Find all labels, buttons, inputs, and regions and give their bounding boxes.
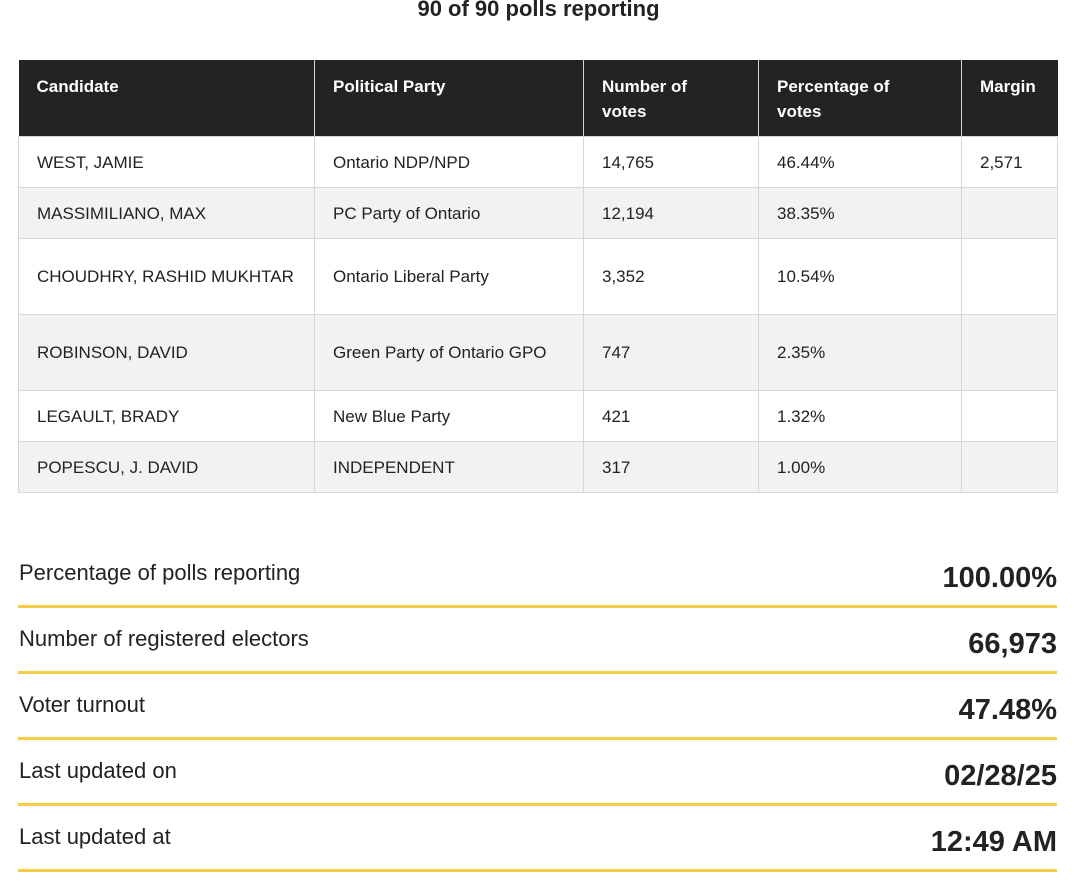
polls-reporting-heading: 90 of 90 polls reporting — [417, 0, 660, 21]
candidate-cell: ROBINSON, DAVID — [18, 314, 315, 391]
percentage-cell: 38.35% — [758, 187, 962, 239]
table-row: WEST, JAMIE Ontario NDP/NPD 14,765 46.44… — [18, 136, 1058, 188]
party-cell: Ontario NDP/NPD — [314, 136, 584, 188]
party-cell: New Blue Party — [314, 390, 584, 442]
column-header-candidate: Candidate — [18, 60, 315, 137]
column-header-margin-label: Margin — [980, 77, 1036, 96]
table-row: LEGAULT, BRADY New Blue Party 421 1.32% — [18, 390, 1058, 442]
column-header-percentage-label-line2: votes — [777, 102, 822, 121]
percentage-cell: 1.00% — [758, 441, 962, 493]
candidate-cell: LEGAULT, BRADY — [18, 390, 315, 442]
summary-value: 02/28/25 — [944, 760, 1057, 792]
column-header-party-label: Political Party — [333, 77, 446, 96]
votes-cell: 421 — [583, 390, 759, 442]
column-header-margin: Margin — [961, 60, 1058, 137]
votes-cell: 12,194 — [583, 187, 759, 239]
column-header-percentage-label-line1: Percentage of — [777, 77, 890, 96]
summary-label: Last updated at — [19, 824, 171, 849]
votes-cell: 14,765 — [583, 136, 759, 188]
party-cell: Ontario Liberal Party — [314, 238, 584, 315]
summary-row-registered-electors: Number of registered electors 66,973 — [18, 608, 1057, 674]
margin-cell — [961, 314, 1058, 391]
summary-value: 100.00% — [942, 562, 1058, 594]
column-header-votes-label-line1: Number of — [602, 77, 687, 96]
table-row: MASSIMILIANO, MAX PC Party of Ontario 12… — [18, 187, 1058, 239]
table-row: POPESCU, J. DAVID INDEPENDENT 317 1.00% — [18, 441, 1058, 493]
percentage-cell: 46.44% — [758, 136, 962, 188]
summary-value: 47.48% — [958, 694, 1057, 726]
votes-cell: 317 — [583, 441, 759, 493]
summary-label: Last updated on — [19, 758, 177, 783]
margin-cell: 2,571 — [961, 136, 1058, 188]
summary-label: Number of registered electors — [19, 626, 309, 651]
candidate-cell: CHOUDHRY, RASHID MUKHTAR — [18, 238, 315, 315]
candidate-cell: POPESCU, J. DAVID — [18, 441, 315, 493]
summary-row-polls-reporting: Percentage of polls reporting 100.00% — [18, 542, 1057, 608]
summary-value: 12:49 AM — [930, 826, 1057, 858]
table-row: CHOUDHRY, RASHID MUKHTAR Ontario Liberal… — [18, 238, 1058, 315]
column-header-candidate-label: Candidate — [36, 77, 119, 96]
results-summary: Percentage of polls reporting 100.00% Nu… — [18, 542, 1057, 872]
summary-label: Voter turnout — [19, 692, 145, 717]
percentage-cell: 2.35% — [758, 314, 962, 391]
votes-cell: 747 — [583, 314, 759, 391]
percentage-cell: 1.32% — [758, 390, 962, 442]
percentage-cell: 10.54% — [758, 238, 962, 315]
column-header-votes-label-line2: votes — [602, 102, 647, 121]
margin-cell — [961, 441, 1058, 493]
summary-row-last-updated-at: Last updated at 12:49 AM — [18, 806, 1057, 872]
summary-row-last-updated-on: Last updated on 02/28/25 — [18, 740, 1057, 806]
candidate-cell: WEST, JAMIE — [18, 136, 315, 188]
candidate-cell: MASSIMILIANO, MAX — [18, 187, 315, 239]
column-header-votes: Number of votes — [583, 60, 759, 137]
votes-cell: 3,352 — [583, 238, 759, 315]
party-cell: Green Party of Ontario GPO — [314, 314, 584, 391]
summary-row-voter-turnout: Voter turnout 47.48% — [18, 674, 1057, 740]
margin-cell — [961, 187, 1058, 239]
column-header-party: Political Party — [314, 60, 584, 137]
column-header-percentage: Percentage of votes — [758, 60, 962, 137]
margin-cell — [961, 238, 1058, 315]
results-table: Candidate Political Party Number of votes… — [18, 60, 1058, 493]
margin-cell — [961, 390, 1058, 442]
party-cell: INDEPENDENT — [314, 441, 584, 493]
table-header-row: Candidate Political Party Number of votes… — [18, 60, 1058, 137]
table-row: ROBINSON, DAVID Green Party of Ontario G… — [18, 314, 1058, 391]
summary-label: Percentage of polls reporting — [19, 560, 301, 585]
summary-value: 66,973 — [968, 628, 1057, 660]
party-cell: PC Party of Ontario — [314, 187, 584, 239]
